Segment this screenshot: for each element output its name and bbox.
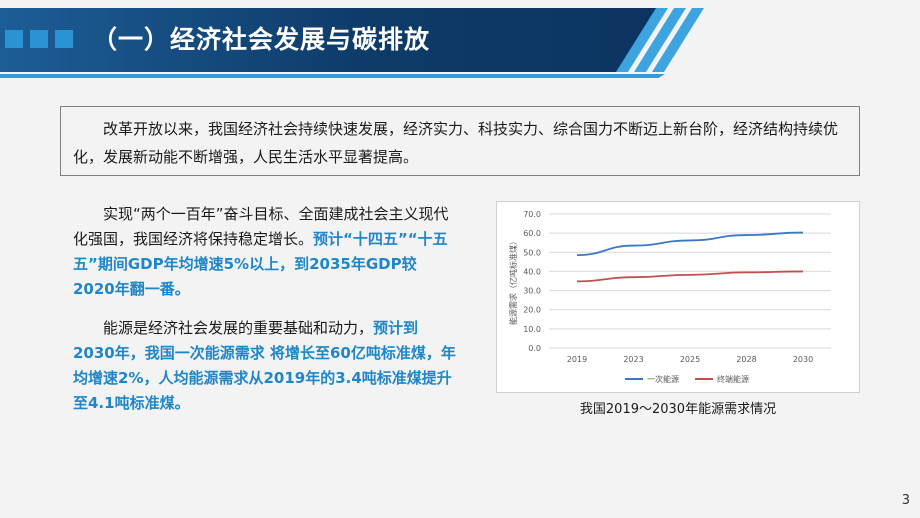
page-number: 3 xyxy=(901,493,910,508)
energy-demand-chart: 0.0 10.0 20.0 30.0 40.0 50.0 60.0 70.0 2019 2023 2… xyxy=(496,201,860,393)
legend-label: 一次能源 xyxy=(647,374,679,384)
section-title: （一）经济社会发展与碳排放 xyxy=(92,25,431,54)
x-tick-label: 2025 xyxy=(680,355,700,364)
intro-text: 改革开放以来，我国经济社会持续快速发展，经济实力、科技实力、综合国力不断迈上新台… xyxy=(73,120,839,166)
chart-caption: 我国2019～2030年能源需求情况 xyxy=(579,402,777,417)
y-tick-label: 20.0 xyxy=(523,306,541,315)
x-tick-label: 2023 xyxy=(623,355,643,364)
y-tick-label: 40.0 xyxy=(523,267,541,276)
paragraph-economy: 实现“两个一百年”奋斗目标、全面建成社会主义现代化强国，我国经济将保持稳定增长。… xyxy=(73,202,458,302)
decor-square xyxy=(5,30,23,48)
x-tick-label: 2028 xyxy=(736,355,756,364)
paragraph-energy-text: 能源是经济社会发展的重要基础和动力， xyxy=(103,319,374,337)
paragraph-energy-highlight: 预计到2030年，我国一次能源需求 将增长至60亿吨标准煤，年均增速2%，人均能… xyxy=(73,319,456,412)
series-line xyxy=(576,270,804,283)
y-tick-label: 60.0 xyxy=(523,229,541,238)
y-tick-label: 50.0 xyxy=(523,248,541,257)
x-tick-label: 2019 xyxy=(567,355,587,364)
y-tick-label: 70.0 xyxy=(523,210,541,219)
paragraph-economy-text: 实现“两个一百年”奋斗目标、全面建成社会主义现代化强国，我国经济将保持稳定增长。 xyxy=(73,205,449,248)
chart-svg: 0.0 10.0 20.0 30.0 40.0 50.0 60.0 70.0 2019 2023 2… xyxy=(508,210,831,384)
header-accent-line xyxy=(0,74,665,78)
legend-label: 终端能源 xyxy=(717,374,749,384)
y-tick-label: 10.0 xyxy=(523,325,541,334)
decor-square xyxy=(30,30,48,48)
x-tick-label: 2030 xyxy=(793,355,813,364)
header-band xyxy=(0,8,660,72)
intro-box: 改革开放以来，我国经济社会持续快速发展，经济实力、科技实力、综合国力不断迈上新台… xyxy=(60,106,860,176)
paragraph-energy: 能源是经济社会发展的重要基础和动力，预计到2030年，我国一次能源需求 将增长至… xyxy=(73,316,458,416)
y-tick-label: 30.0 xyxy=(523,287,541,296)
paragraph-economy-highlight: 预计“十四五”“十五五”期间GDP年均增速5%以上，到2035年GDP较2020… xyxy=(73,230,448,298)
series-line xyxy=(576,231,804,257)
y-axis-label: 能源需求（亿吨标准煤） xyxy=(508,237,518,325)
decor-square xyxy=(55,30,73,48)
y-tick-label: 0.0 xyxy=(528,344,541,353)
